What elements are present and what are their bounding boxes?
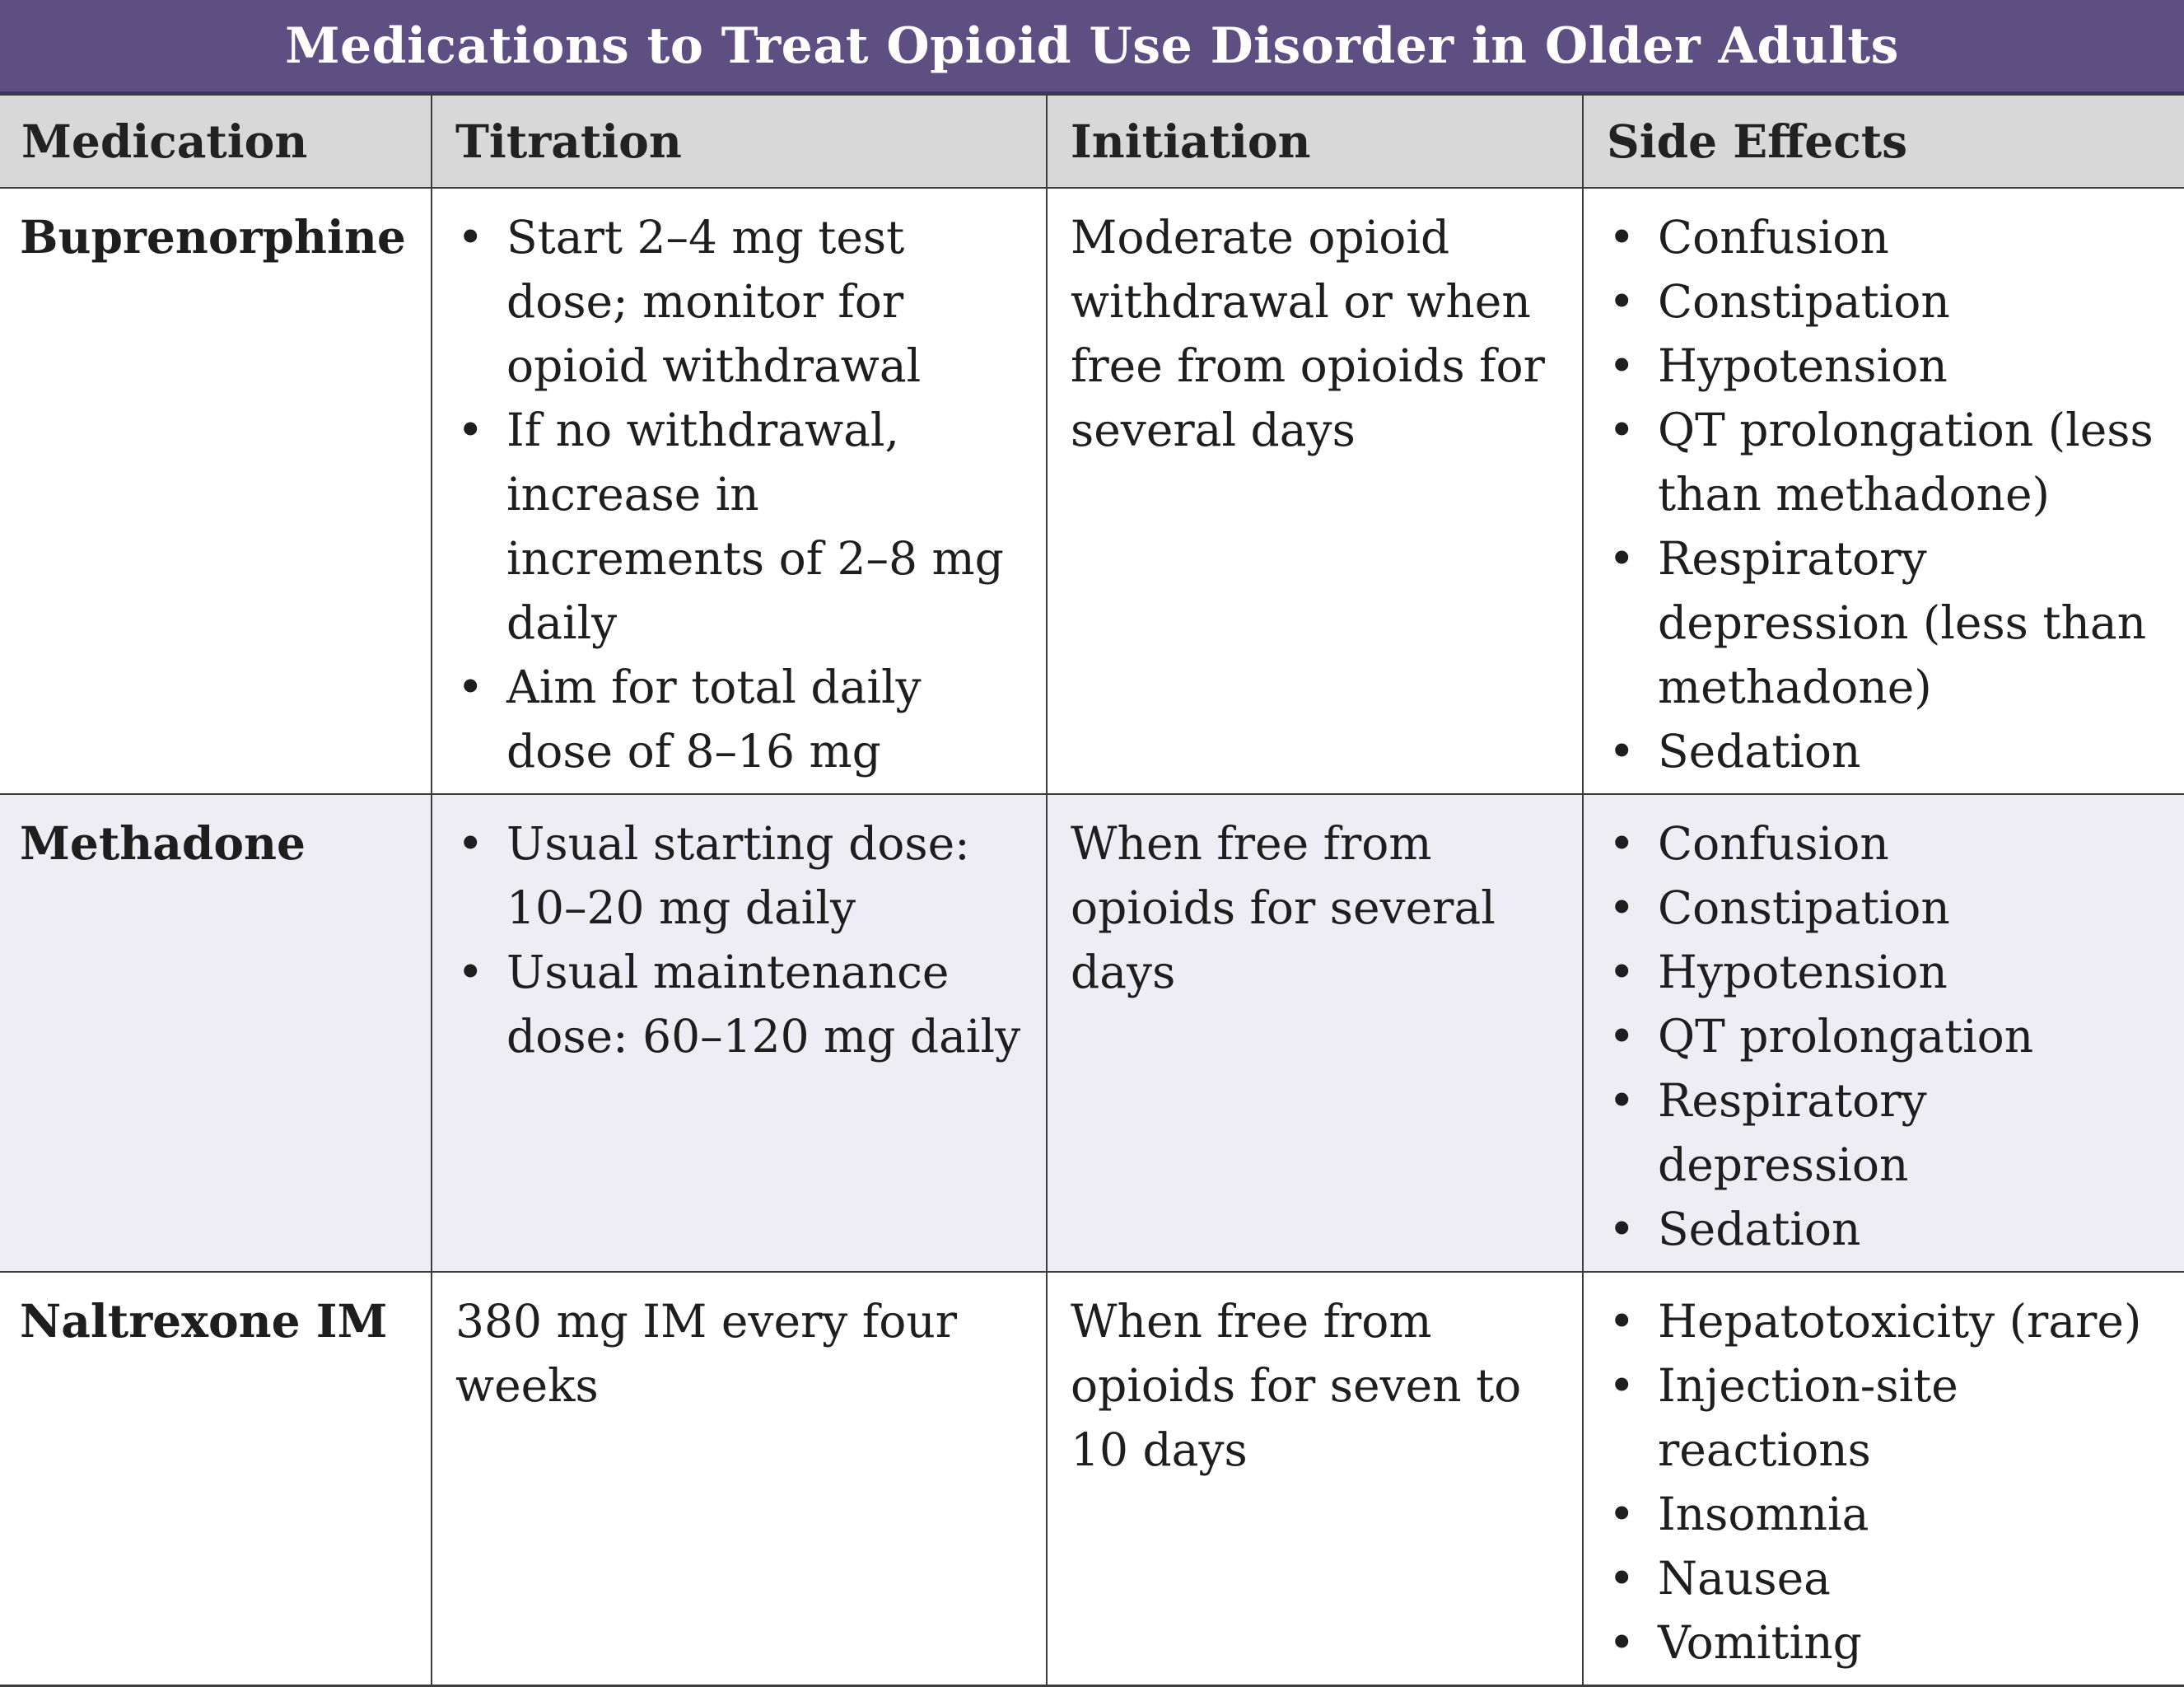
side-effects-cell: Hepatotoxicity (rare) Injection-site rea… xyxy=(1582,1271,2184,1687)
header-row: Medication Titration Initiation Side Eff… xyxy=(0,94,2184,189)
side-effect-item: QT prolongation xyxy=(1607,1004,2177,1068)
side-effects-list: Confusion Constipation Hypotension QT pr… xyxy=(1607,811,2177,1261)
table-row: Buprenorphine Start 2–4 mg test dose; mo… xyxy=(0,187,2184,795)
side-effects-list: Hepatotoxicity (rare) Injection-site rea… xyxy=(1607,1289,2177,1675)
table-title: Medications to Treat Opioid Use Disorder… xyxy=(285,16,1899,75)
titration-item: Start 2–4 mg test dose; monitor for opio… xyxy=(455,205,1026,398)
side-effect-item: Insomnia xyxy=(1607,1482,2177,1546)
side-effects-cell: Confusion Constipation Hypotension QT pr… xyxy=(1582,187,2184,795)
side-effect-item: Confusion xyxy=(1607,811,2177,876)
table-row: Naltrexone IM 380 mg IM every four weeks… xyxy=(0,1271,2184,1687)
titration-item: Usual starting dose: 10–20 mg daily xyxy=(455,811,1026,940)
side-effect-item: Sedation xyxy=(1607,719,2177,783)
side-effects-cell: Confusion Constipation Hypotension QT pr… xyxy=(1582,793,2184,1273)
header-medication: Medication xyxy=(0,94,432,189)
side-effect-item: Hypotension xyxy=(1607,334,2177,398)
header-titration: Titration xyxy=(431,94,1048,189)
side-effect-item: QT prolongation (less than methadone) xyxy=(1607,398,2177,526)
side-effect-item: Injection-site reactions xyxy=(1607,1353,2177,1482)
titration-cell: 380 mg IM every four weeks xyxy=(431,1271,1048,1687)
medication-name: Methadone xyxy=(0,793,432,1273)
table-title-bar: Medications to Treat Opioid Use Disorder… xyxy=(0,0,2184,94)
titration-cell: Start 2–4 mg test dose; monitor for opio… xyxy=(431,187,1048,795)
initiation-cell: Moderate opioid withdrawal or when free … xyxy=(1046,187,1584,795)
side-effect-item: Hepatotoxicity (rare) xyxy=(1607,1289,2177,1353)
side-effect-item: Hypotension xyxy=(1607,940,2177,1004)
titration-item: If no withdrawal, increase in increments… xyxy=(455,398,1026,655)
initiation-cell: When free from opioids for several days xyxy=(1046,793,1584,1273)
side-effect-item: Confusion xyxy=(1607,205,2177,269)
titration-cell: Usual starting dose: 10–20 mg daily Usua… xyxy=(431,793,1048,1273)
table-row: Methadone Usual starting dose: 10–20 mg … xyxy=(0,793,2184,1273)
side-effect-item: Nausea xyxy=(1607,1546,2177,1610)
medication-table-figure: Medications to Treat Opioid Use Disorder… xyxy=(0,0,2184,1481)
side-effect-item: Sedation xyxy=(1607,1197,2177,1261)
side-effects-list: Confusion Constipation Hypotension QT pr… xyxy=(1607,205,2177,783)
side-effect-item: Respiratory depression (less than methad… xyxy=(1607,526,2177,719)
titration-list: Start 2–4 mg test dose; monitor for opio… xyxy=(455,205,1026,783)
titration-list: Usual starting dose: 10–20 mg daily Usua… xyxy=(455,811,1026,1068)
side-effect-item: Constipation xyxy=(1607,269,2177,334)
side-effect-item: Constipation xyxy=(1607,876,2177,940)
medication-name: Buprenorphine xyxy=(0,187,432,795)
titration-item: Usual maintenance dose: 60–120 mg daily xyxy=(455,940,1026,1068)
initiation-cell: When free from opioids for seven to 10 d… xyxy=(1046,1271,1584,1687)
titration-item: Aim for total daily dose of 8–16 mg xyxy=(455,655,1026,783)
header-initiation: Initiation xyxy=(1046,94,1584,189)
side-effect-item: Vomiting xyxy=(1607,1610,2177,1675)
medication-table: Medication Titration Initiation Side Eff… xyxy=(0,94,2184,1687)
medication-name: Naltrexone IM xyxy=(0,1271,432,1687)
header-side-effects: Side Effects xyxy=(1582,94,2184,189)
side-effect-item: Respiratory depression xyxy=(1607,1068,2177,1197)
